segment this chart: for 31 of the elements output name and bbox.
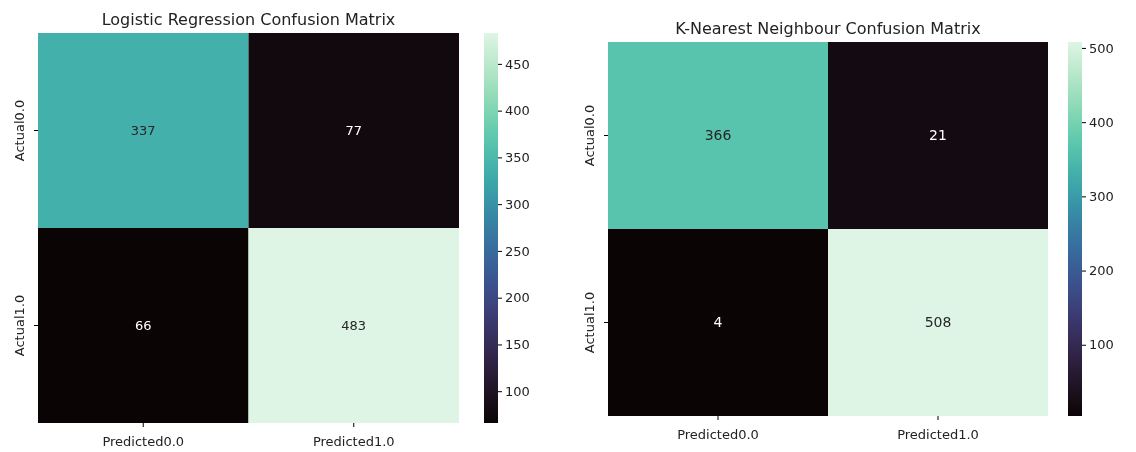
chart-title: Logistic Regression Confusion Matrix (101, 10, 396, 29)
color-bar-label: 450 (505, 56, 530, 72)
color-bar-label: 150 (505, 337, 530, 353)
data-label: 483 (341, 318, 367, 334)
chart-title: K-Nearest Neighbour Confusion Matrix (675, 19, 981, 38)
color-bar-label: 100 (1089, 337, 1114, 353)
color-bar-label: 300 (1089, 189, 1114, 205)
y-tick-label: Actual0.0 (582, 104, 597, 167)
x-tick-label: Predicted0.0 (677, 426, 759, 442)
data-label: 21 (929, 127, 947, 144)
data-label: 4 (713, 314, 723, 331)
color-bar-label: 200 (505, 290, 530, 306)
color-bar-label: 250 (505, 243, 530, 259)
y-tick-label: Actual1.0 (582, 291, 597, 354)
color-bar-label: 200 (1089, 263, 1114, 279)
data-label: 77 (345, 123, 363, 139)
color-bar-label: 400 (505, 103, 530, 119)
x-tick-label: Predicted1.0 (312, 433, 395, 449)
color-bar-label: 300 (505, 196, 530, 212)
color-bar-label: 500 (1089, 40, 1114, 56)
data-label: 66 (134, 318, 152, 334)
data-label: 337 (130, 123, 156, 139)
data-label: 508 (924, 314, 952, 331)
y-tick-label: Actual1.0 (12, 294, 27, 357)
data-label: 366 (704, 127, 732, 144)
y-tick-label: Actual0.0 (12, 99, 27, 162)
x-tick-label: Predicted0.0 (102, 433, 185, 449)
color-bar-label: 350 (505, 150, 530, 166)
x-tick-label: Predicted1.0 (897, 426, 979, 442)
color-bar-label: 400 (1089, 114, 1114, 130)
color-bar-label: 100 (505, 383, 530, 399)
